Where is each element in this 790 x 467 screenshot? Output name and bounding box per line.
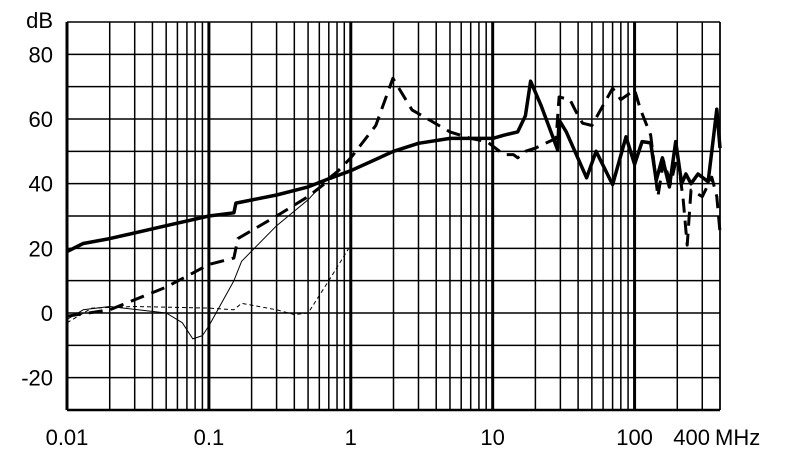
x-tick-label: 100 [616,425,653,450]
y-axis-label: dB [26,8,53,33]
axis-labels: -20 0 20 40 60 80 dB 0.01 0.1 1 10 100 400 MHz [21,8,760,450]
x-tick-label: 400 [673,425,710,450]
series-lines [66,76,722,340]
x-tick-label: 0.1 [194,425,225,450]
y-tick-label: 40 [29,172,53,197]
x-tick-label: 0.01 [46,425,89,450]
y-tick-label: 20 [29,236,53,261]
y-tick-label: -20 [21,366,53,391]
x-tick-label: 10 [480,425,504,450]
grid [65,21,721,412]
series-line-thin-dashed [66,244,352,324]
x-tick-label: 1 [345,425,357,450]
x-axis-label: MHz [715,425,760,450]
y-tick-label: 60 [29,107,53,132]
series-line-thick-dashed [66,76,722,318]
y-tick-label: 80 [29,42,53,67]
y-tick-label: 0 [41,301,53,326]
